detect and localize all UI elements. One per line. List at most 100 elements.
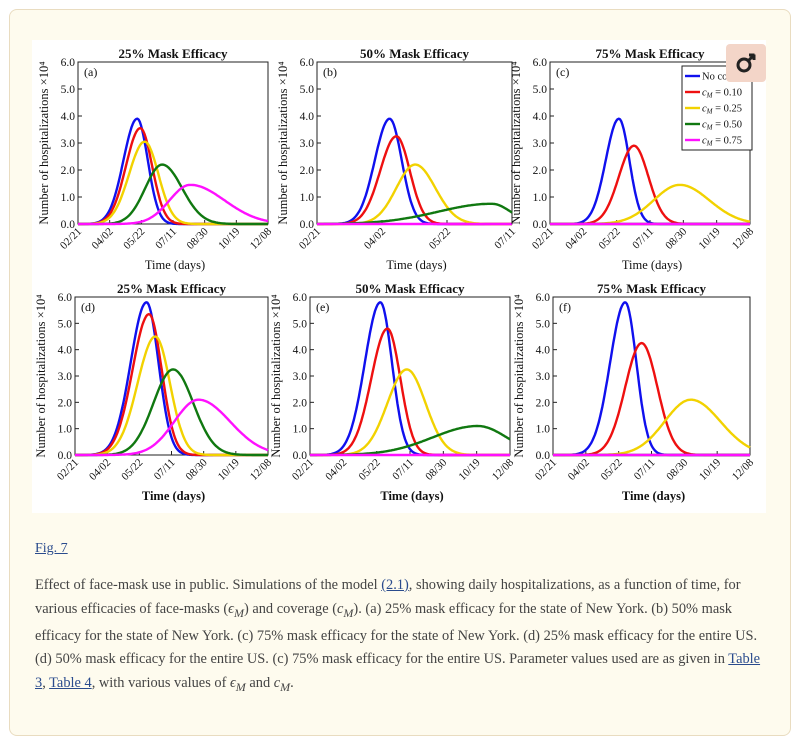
chart-panel-e: 50% Mask Efficacy (e) 0.0 1.0 2.0 3.0 4.0 5.0 6.… xyxy=(269,281,516,503)
x-tick-label: 07/11 xyxy=(492,226,518,252)
subscript-m: M xyxy=(233,605,244,620)
series-line-1 xyxy=(317,117,512,226)
chart-panel-b: 50% Mask Efficacy (b) 0.0 1.0 2.0 3.0 4.0 5.0 6.… xyxy=(276,46,518,272)
c-symbol: c xyxy=(337,600,344,617)
y-tick-label: 2.0 xyxy=(533,165,548,177)
y-axis-label: Number of hospitalizations ×10⁴ xyxy=(34,294,48,457)
series-line-5 xyxy=(78,183,269,226)
y-tick-label: 3.0 xyxy=(293,371,308,383)
chart-title: 50% Mask Efficacy xyxy=(355,281,465,296)
series-line-2 xyxy=(550,144,750,226)
x-axis-label: Time (days) xyxy=(142,489,205,503)
series-line-2 xyxy=(310,327,510,457)
panel-label: (e) xyxy=(316,300,329,314)
y-tick-label: 5.0 xyxy=(533,84,548,96)
x-tick-label: 07/11 xyxy=(153,226,179,252)
chart-title: 50% Mask Efficacy xyxy=(360,46,470,61)
chart-title: 75% Mask Efficacy xyxy=(597,281,707,296)
legend-label: cM = 0.50 xyxy=(702,120,742,132)
y-tick-label: 6.0 xyxy=(300,57,315,69)
y-axis-label: Number of hospitalizations ×10⁴ xyxy=(276,61,290,224)
model-reference-link[interactable]: (2.1) xyxy=(381,577,409,593)
y-tick-label: 4.0 xyxy=(293,345,308,357)
y-tick-label: 5.0 xyxy=(300,84,315,96)
y-tick-label: 0.0 xyxy=(536,450,551,462)
figure-caption: Effect of face-mask use in public. Simul… xyxy=(35,574,763,699)
series-line-1 xyxy=(553,301,750,457)
y-tick-label: 5.0 xyxy=(61,84,76,96)
table3-link[interactable]: Table 3 xyxy=(35,651,761,691)
plot-frame xyxy=(77,61,269,225)
y-tick-label: 6.0 xyxy=(61,57,76,69)
series-line-3 xyxy=(317,163,512,226)
y-tick-label: 4.0 xyxy=(536,345,551,357)
x-tick-label: 05/22 xyxy=(597,226,623,252)
x-tick-label: 12/08 xyxy=(248,225,275,252)
x-tick-label: 04/02 xyxy=(87,457,113,483)
x-tick-label: 10/19 xyxy=(697,225,724,252)
legend-label: cM = 0.75 xyxy=(702,136,742,148)
series-line-5 xyxy=(75,398,269,457)
figure-link[interactable]: Fig. 7 xyxy=(35,541,68,556)
subscript-m: M xyxy=(343,605,354,620)
x-tick-label: 05/22 xyxy=(357,457,383,483)
x-tick-label: 04/02 xyxy=(362,226,388,252)
gender-toggle-button[interactable] xyxy=(726,44,766,82)
x-tick-label: 08/30 xyxy=(663,225,690,252)
y-tick-label: 1.0 xyxy=(536,424,551,436)
caption-text: and xyxy=(245,674,274,691)
plot-frame xyxy=(316,61,513,225)
y-tick-label: 3.0 xyxy=(61,138,76,150)
y-tick-label: 1.0 xyxy=(533,192,548,204)
y-tick-label: 0.0 xyxy=(300,219,315,231)
y-tick-label: 5.0 xyxy=(293,318,308,330)
y-tick-label: 6.0 xyxy=(536,292,551,304)
caption-text: ) and coverage ( xyxy=(243,600,338,617)
x-tick-label: 07/11 xyxy=(630,226,656,252)
caption-text: , with various values of xyxy=(91,674,230,691)
x-tick-label: 12/08 xyxy=(730,456,757,483)
subscript-m: M xyxy=(235,679,246,694)
panel-label: (f) xyxy=(559,300,571,314)
y-tick-label: 2.0 xyxy=(58,397,73,409)
gender-icon xyxy=(736,53,756,73)
y-tick-label: 4.0 xyxy=(58,345,73,357)
y-tick-label: 4.0 xyxy=(61,111,76,123)
y-tick-label: 1.0 xyxy=(300,192,315,204)
chart-panel-a: 25% Mask Efficacy (a) 0.0 1.0 2.0 3.0 4.0 5.0 6.… xyxy=(37,46,274,272)
x-tick-label: 10/19 xyxy=(697,456,724,483)
legend-label: cM = 0.10 xyxy=(702,88,742,100)
legend-label: cM = 0.25 xyxy=(702,104,742,116)
y-tick-label: 2.0 xyxy=(293,397,308,409)
table4-link[interactable]: Table 4 xyxy=(49,674,92,691)
y-tick-label: 1.0 xyxy=(58,424,73,436)
chart-panel-d: 25% Mask Efficacy (d) 0.0 1.0 2.0 3.0 4.0 5.0 6.… xyxy=(34,281,274,503)
y-tick-label: 5.0 xyxy=(536,318,551,330)
x-tick-label: 04/02 xyxy=(90,226,116,252)
x-tick-label: 10/19 xyxy=(457,456,484,483)
y-tick-label: 3.0 xyxy=(300,138,315,150)
y-tick-label: 6.0 xyxy=(58,292,73,304)
series-line-3 xyxy=(78,140,268,226)
y-tick-label: 3.0 xyxy=(58,371,73,383)
x-tick-label: 05/22 xyxy=(119,457,145,483)
y-tick-label: 0.0 xyxy=(293,450,308,462)
caption-text: , showing daily hospitalizations, as a f… xyxy=(35,577,741,617)
y-tick-label: 2.0 xyxy=(536,397,551,409)
x-tick-label: 04/02 xyxy=(566,457,592,483)
y-tick-label: 6.0 xyxy=(533,57,548,69)
y-axis-label: Number of hospitalizations ×10⁴ xyxy=(512,294,526,457)
panel-label: (b) xyxy=(323,65,337,79)
series-line-3 xyxy=(550,183,751,226)
chart-title: 25% Mask Efficacy xyxy=(117,281,227,296)
series-line-3 xyxy=(310,368,510,457)
y-axis-label: Number of hospitalizations ×10⁴ xyxy=(509,61,523,224)
x-tick-label: 07/11 xyxy=(390,457,416,483)
x-axis-label: Time (days) xyxy=(380,489,443,503)
y-tick-label: 4.0 xyxy=(533,111,548,123)
y-tick-label: 0.0 xyxy=(58,450,73,462)
figure-image: 25% Mask Efficacy (a) 0.0 1.0 2.0 3.0 4.0 5.0 6.… xyxy=(32,40,766,513)
y-tick-label: 0.0 xyxy=(61,219,76,231)
chart-title: 25% Mask Efficacy xyxy=(118,46,228,61)
chart-panel-f: 75% Mask Efficacy (f) 0.0 1.0 2.0 3.0 4.0 5.0 6.… xyxy=(512,281,756,503)
